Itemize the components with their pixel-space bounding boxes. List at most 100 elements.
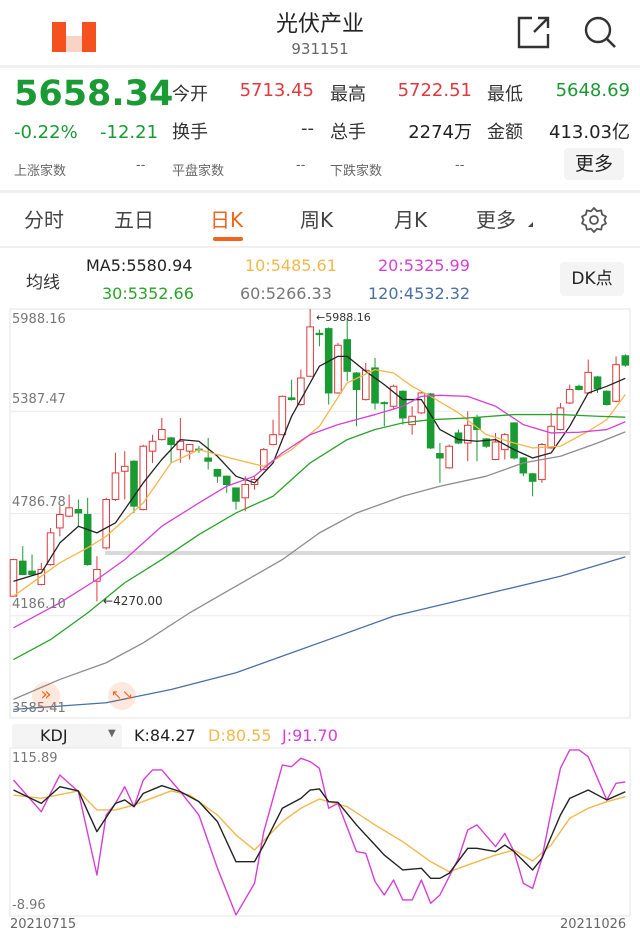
page-title: 光伏产业 [275,12,364,37]
ma5-line [13,355,626,582]
candle-body [380,402,389,405]
ma60-line [13,431,626,700]
candle-body [343,339,352,372]
unchanged-label: 平盘家数 [172,164,225,179]
divider [0,190,640,193]
search-icon[interactable] [582,14,618,50]
candlestick-chart[interactable] [0,0,640,720]
candle-body [371,367,379,404]
y-tick-label: 5387.47 [12,392,66,407]
candle-body [158,429,166,441]
candle-body [473,417,481,431]
ma5-legend: MA5:5580.94 [86,256,193,275]
last-price: 5658.34 [14,74,174,114]
kdj-y-max: 115.89 [12,751,58,766]
candle-body [148,440,157,452]
candle-body [213,469,222,477]
advancers-value: -- [136,158,146,173]
share-icon[interactable] [516,14,552,50]
x-start-date: 20210715 [10,917,77,932]
indicator-selector[interactable]: KDJ ▼ [12,724,122,748]
candle-body [352,372,361,391]
high-annotation-value: 5988.16 [325,311,371,324]
candle-body [621,355,630,366]
y-tick-label: 3585.41 [12,701,66,716]
active-tab-indicator [213,237,243,241]
candle-body [445,445,453,469]
candle-body [482,438,491,447]
candle-body [436,453,444,459]
low-value: 5648.69 [555,80,630,101]
candle-body [556,407,565,431]
ma20-line [13,394,626,629]
kdj-d-line [13,790,626,873]
tab-weekly-k[interactable]: 周K [300,208,334,232]
high-annotation: ←5988.16 [316,311,371,324]
volume-value: 2274万 [408,122,472,143]
candle-body [56,513,64,529]
chevron-down-icon: ▼ [108,728,116,739]
candle-body [593,376,602,390]
tab-monthly-k[interactable]: 月K [394,208,428,232]
candle-body [565,389,574,404]
price-reference-bar [105,551,630,555]
candle-body [417,392,426,414]
ma30-line [13,413,626,661]
candle-body [389,385,398,407]
candle-body [120,465,129,472]
ma120-line [13,556,626,711]
candle-body [18,560,27,576]
divider [0,65,640,68]
kdj-y-min: -8.96 [12,898,46,913]
candle-body [361,369,370,401]
low-label: 最低 [487,84,523,105]
tab-more[interactable]: 更多 [476,208,516,232]
turnover-value: -- [301,118,314,139]
tab-intraday[interactable]: 分时 [24,208,64,232]
candle-body [28,570,36,576]
candle-body [241,484,250,499]
scroll-left-icon[interactable]: » [32,682,60,710]
open-value: 5713.45 [239,80,314,101]
amount-label: 金额 [487,122,523,143]
ma10-line [13,368,626,597]
divider [0,246,640,248]
stock-code: 931151 [291,40,349,58]
more-quote-button[interactable]: 更多 [564,148,624,180]
candle-body [102,499,111,549]
tab-daily-k[interactable]: 日K [210,208,244,232]
x-end-date: 20211026 [560,917,627,932]
candle-body [130,460,138,507]
candle-body [74,509,83,514]
candle-body [575,385,583,391]
candle-body [204,457,212,462]
candle-body [46,532,55,566]
candle-body [334,344,342,394]
high-value: 5722.51 [397,80,472,101]
candle-body [315,332,324,336]
fullscreen-expand-icon[interactable]: ↖↘ [108,682,136,710]
turnover-label: 换手 [172,122,208,143]
dk-points-button[interactable]: DK点 [560,262,624,296]
candle-body [602,390,611,406]
tab-five-day[interactable]: 五日 [114,208,154,232]
app-logo[interactable] [52,22,96,52]
indicator-selector-label: KDJ [40,726,68,745]
kdj-k-line [13,784,626,880]
decliners-value: -- [455,158,465,173]
kdj-frame [9,747,631,917]
candle-body [491,441,500,461]
candle-body [287,397,296,401]
settings-gear-icon[interactable] [580,206,608,234]
ma20-legend: 20:5325.99 [378,256,470,275]
candle-body [83,513,92,566]
unchanged-value: -- [296,158,306,173]
k-value: K:84.27 [134,726,196,745]
d-value: D:80.55 [208,726,272,745]
j-value: J:91.70 [282,726,338,745]
ma60-legend: 60:5266.33 [240,284,332,303]
dropdown-corner-icon [528,222,533,227]
candle-body [269,434,277,446]
candle-body [278,395,287,436]
